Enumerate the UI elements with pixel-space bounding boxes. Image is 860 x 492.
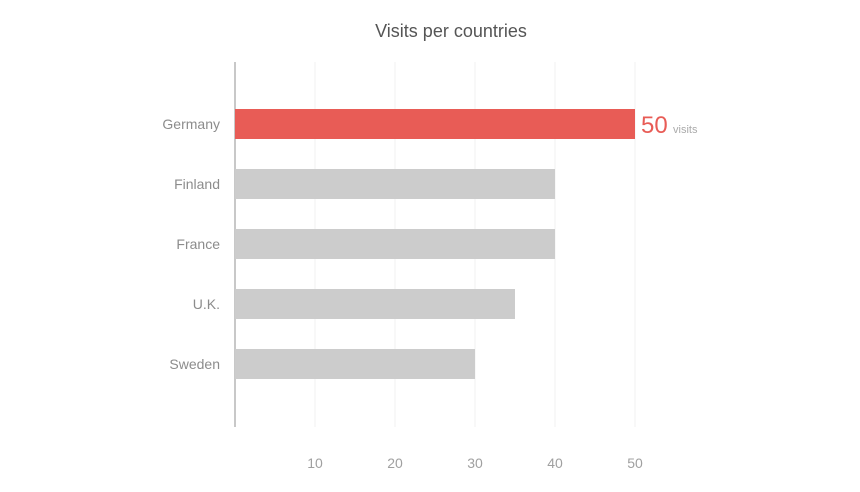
x-tick-label: 40 xyxy=(547,455,563,471)
bar-sweden xyxy=(235,349,475,379)
bar-u-k xyxy=(235,289,515,319)
bar-finland xyxy=(235,169,555,199)
category-label: France xyxy=(176,236,220,252)
category-label: U.K. xyxy=(193,296,220,312)
category-label: Finland xyxy=(174,176,220,192)
bar-france xyxy=(235,229,555,259)
data-label-unit: visits xyxy=(673,124,698,136)
data-label-value: 50 xyxy=(641,112,668,139)
bar-germany xyxy=(235,109,635,139)
category-label: Germany xyxy=(162,116,220,132)
x-tick-label: 10 xyxy=(307,455,323,471)
x-tick-label: 50 xyxy=(627,455,643,471)
x-tick-label: 30 xyxy=(467,455,483,471)
chart-title: Visits per countries xyxy=(375,21,527,41)
category-label: Sweden xyxy=(169,356,220,372)
x-tick-label: 20 xyxy=(387,455,403,471)
